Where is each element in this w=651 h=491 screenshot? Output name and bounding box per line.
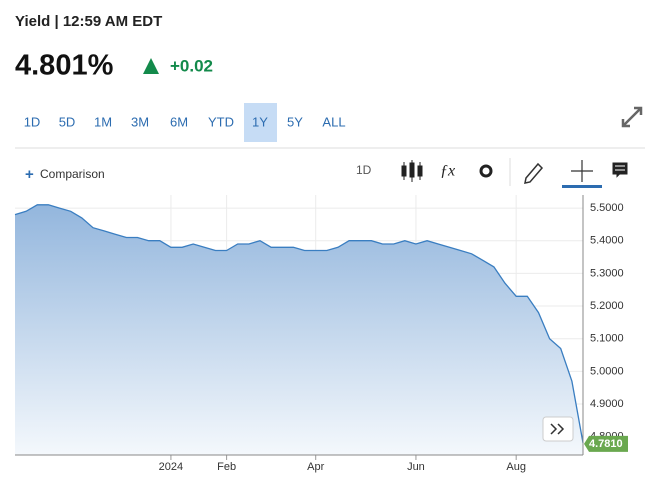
change: +0.02 — [170, 56, 213, 75]
crosshair-icon[interactable] — [571, 160, 593, 182]
x-tick-label: Apr — [307, 461, 324, 473]
last-value-badge — [584, 435, 628, 452]
x-tick-label: Jun — [407, 461, 425, 473]
expand-icon[interactable] — [621, 106, 643, 128]
range-button[interactable]: 1Y — [252, 114, 268, 129]
last-value-label: 4.7810 — [589, 438, 623, 450]
y-tick-label: 5.5000 — [590, 202, 624, 214]
indicator-icon[interactable]: ƒx — [440, 163, 455, 180]
title: Yield | 12:59 AM EDT — [15, 13, 162, 30]
range-button[interactable]: 6M — [170, 114, 188, 129]
settings-icon[interactable] — [479, 164, 493, 178]
price: 4.801% — [15, 50, 114, 82]
y-tick-label: 5.1000 — [590, 333, 624, 345]
range-buttons: 1D 5D 1M 3M 6M YTD 1Y 5Y ALL — [24, 103, 346, 142]
range-button[interactable]: 1M — [94, 114, 112, 129]
interval-button[interactable]: 1D — [356, 163, 372, 177]
y-tick-label: 5.4000 — [590, 235, 624, 247]
y-tick-label: 5.0000 — [590, 365, 624, 377]
comparison-button[interactable]: Comparison — [40, 167, 105, 181]
plot: 4.80004.90005.00005.10005.20005.30005.40… — [14, 195, 628, 473]
x-tick-label: Feb — [217, 461, 236, 473]
range-button[interactable]: 5D — [59, 114, 76, 129]
draw-icon[interactable] — [524, 162, 544, 184]
comment-icon[interactable] — [611, 161, 629, 181]
active-underline — [562, 185, 602, 188]
plus-icon[interactable]: + — [25, 166, 34, 183]
range-button[interactable]: YTD — [208, 114, 234, 129]
candle-icon[interactable] — [401, 160, 423, 182]
range-button[interactable]: 3M — [131, 114, 149, 129]
x-tick-label: Aug — [506, 461, 526, 473]
scroll-icon — [550, 423, 565, 435]
scroll-button[interactable] — [542, 416, 574, 442]
range-button[interactable]: 1D — [24, 114, 41, 129]
up-arrow — [143, 58, 159, 74]
active-range-bg — [244, 103, 277, 142]
range-button[interactable]: ALL — [322, 114, 345, 129]
range-button[interactable]: 5Y — [287, 114, 303, 129]
y-tick-label: 5.3000 — [590, 267, 624, 279]
area — [15, 204, 583, 455]
y-tick-label: 5.2000 — [590, 300, 624, 312]
line — [14, 204, 584, 444]
x-tick-label: 2024 — [159, 461, 183, 473]
y-tick-label: 4.9000 — [590, 398, 624, 410]
